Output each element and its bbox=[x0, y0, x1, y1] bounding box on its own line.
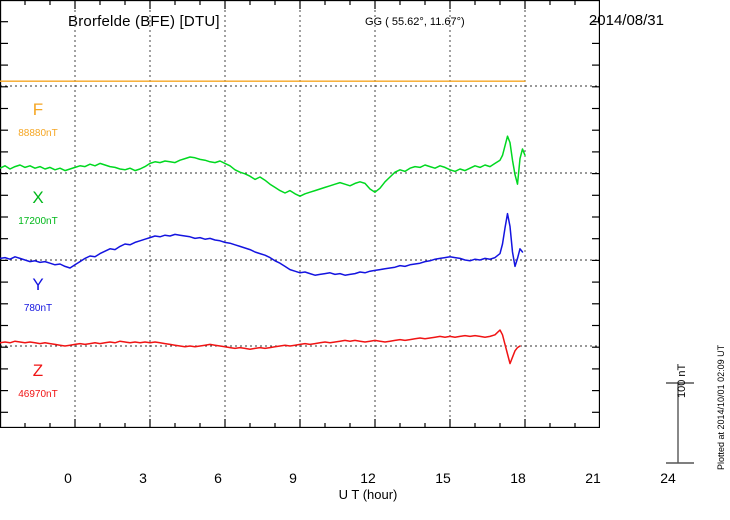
magnetogram-svg bbox=[0, 0, 600, 428]
xtick-label-6: 6 bbox=[214, 470, 222, 486]
xtick-label-3: 3 bbox=[139, 470, 147, 486]
magnetogram-plot-area bbox=[0, 0, 600, 428]
xtick-label-15: 15 bbox=[435, 470, 451, 486]
xtick-label-21: 21 bbox=[585, 470, 601, 486]
plotted-timestamp: Plotted at 2014/10/01 02:09 UT bbox=[716, 344, 726, 470]
geographic-coordinates: GG ( 55.62°, 11.67°) bbox=[365, 16, 465, 28]
component-baseline-f: 88880nT bbox=[18, 128, 58, 139]
xtick-label-9: 9 bbox=[289, 470, 297, 486]
x-axis-title: U T (hour) bbox=[338, 487, 398, 502]
xtick-label-0: 0 bbox=[64, 470, 72, 486]
xtick-label-24: 24 bbox=[660, 470, 676, 486]
station-title: Brorfelde (BFE) [DTU] bbox=[68, 13, 220, 30]
component-label-y: Y bbox=[32, 275, 44, 294]
component-label-x: X bbox=[32, 188, 44, 207]
component-baseline-x: 17200nT bbox=[18, 216, 58, 227]
component-baseline-z: 46970nT bbox=[18, 389, 58, 400]
component-baseline-y: 780nT bbox=[23, 303, 53, 314]
scale-bar-label: 100 nT bbox=[676, 363, 688, 398]
component-label-f: F bbox=[32, 100, 44, 119]
xtick-label-12: 12 bbox=[360, 470, 376, 486]
scale-bar bbox=[666, 382, 694, 464]
xtick-label-18: 18 bbox=[510, 470, 526, 486]
component-label-z: Z bbox=[32, 361, 44, 380]
observation-date: 2014/08/31 bbox=[588, 12, 664, 29]
